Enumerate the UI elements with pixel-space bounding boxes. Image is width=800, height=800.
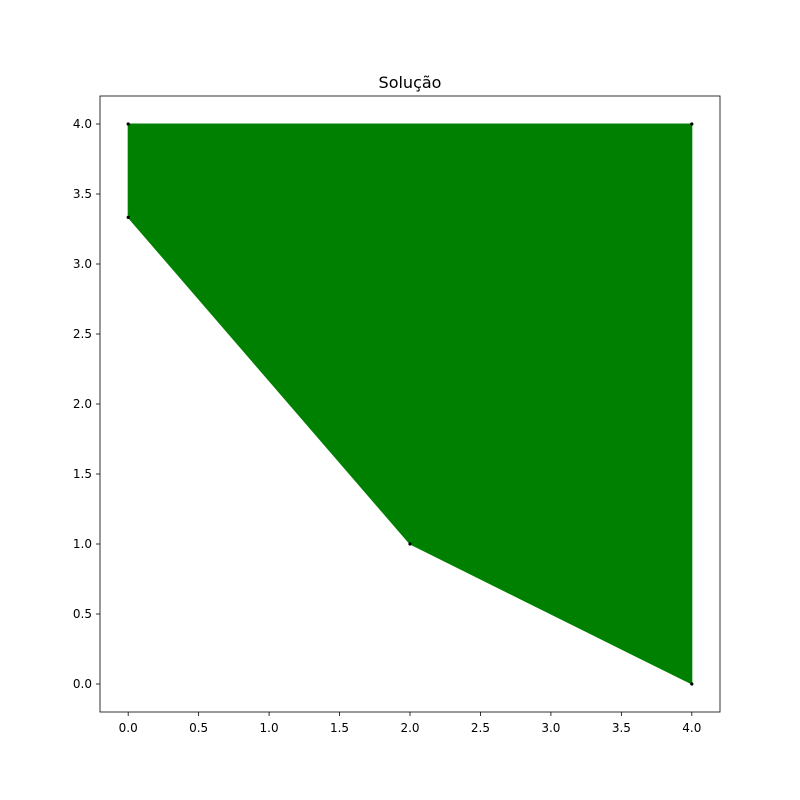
y-tick-label: 2.0	[73, 397, 92, 411]
x-tick-label: 4.0	[682, 721, 701, 735]
y-tick-label: 3.0	[73, 257, 92, 271]
x-tick-label: 1.0	[260, 721, 279, 735]
series-layer	[127, 123, 693, 685]
vertex-marker-2	[690, 682, 694, 686]
vertex-marker-0	[126, 122, 130, 126]
vertex-marker-3	[408, 542, 412, 546]
y-tick-label: 0.0	[73, 677, 92, 691]
vertex-layer	[126, 122, 694, 686]
y-axis: 0.0 0.5 1.0 1.5 2.0 2.5 3.0 3.5 4.0	[73, 117, 100, 691]
y-tick-label: 0.5	[73, 607, 92, 621]
x-tick-label: 0.5	[189, 721, 208, 735]
x-tick-label: 3.0	[541, 721, 560, 735]
y-tick-label: 1.5	[73, 467, 92, 481]
vertex-marker-4	[126, 215, 130, 219]
y-tick-label: 2.5	[73, 327, 92, 341]
y-tick-label: 4.0	[73, 117, 92, 131]
x-axis: 0.0 0.5 1.0 1.5 2.0 2.5 3.0 3.5 4.0	[119, 712, 701, 735]
chart-title: Solução	[379, 73, 442, 92]
x-tick-label: 2.0	[400, 721, 419, 735]
x-tick-label: 1.5	[330, 721, 349, 735]
plot-area	[99, 95, 721, 713]
vertex-marker-1	[690, 122, 694, 126]
y-tick-label: 1.0	[73, 537, 92, 551]
x-tick-label: 2.5	[471, 721, 490, 735]
x-tick-label: 3.5	[612, 721, 631, 735]
x-tick-label: 0.0	[119, 721, 138, 735]
feasible-region-polygon	[127, 123, 693, 685]
y-tick-label: 3.5	[73, 187, 92, 201]
